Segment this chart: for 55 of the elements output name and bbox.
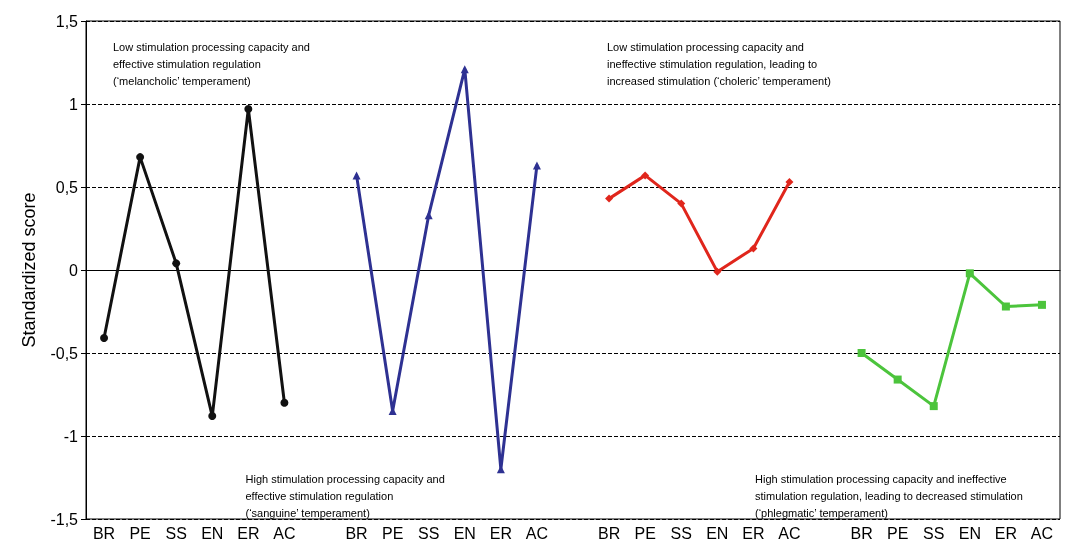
point [713, 267, 722, 276]
x-tick-label: EN [201, 524, 224, 542]
y-tick-label: 0 [69, 261, 79, 279]
x-tick-label: ER [742, 524, 765, 542]
x-tick-label: AC [273, 524, 296, 542]
x-tick-label: ER [237, 524, 260, 542]
y-tick-label: 0,5 [55, 178, 79, 196]
point [785, 178, 794, 187]
point [1037, 300, 1046, 309]
x-tick-label: EN [706, 524, 729, 542]
y-tick-label: -0,5 [50, 344, 79, 362]
x-tick-label: PE [381, 524, 404, 542]
point [605, 194, 614, 203]
point [280, 398, 289, 407]
y-tick-label: 1,5 [55, 12, 79, 30]
x-tick-label: EN [453, 524, 476, 542]
point [893, 375, 902, 384]
x-tick-label: SS [670, 524, 692, 542]
y-tick-label: 1 [69, 95, 79, 113]
point [1001, 302, 1010, 311]
point [749, 244, 758, 253]
annotation: Low stimulation processing capacity and effective stimulation regulation (‘melancholic’ temperament) [113, 40, 313, 87]
point [208, 412, 217, 421]
x-tick-label: PE [634, 524, 656, 542]
x-tick-label: SS [923, 524, 945, 542]
y-tick-label: -1 [63, 427, 79, 445]
x-tick-label: AC [778, 524, 801, 542]
x-tick-label: EN [958, 524, 981, 542]
point [641, 171, 650, 180]
point [965, 269, 974, 278]
x-tick-label: PE [886, 524, 909, 542]
annotation: High stimulation processing capacity and effective stimulation regulation (‘sanguine’ temperament) [245, 472, 448, 519]
x-tick-label: SS [165, 524, 187, 542]
point [677, 199, 686, 208]
x-tick-label: BR [850, 524, 873, 542]
annotation: High stimulation processing capacity and ineffective stimulation regulation, leading to decreased stimulation (‘phlegmatic’ temperament) [755, 472, 1026, 519]
point [929, 402, 938, 411]
x-tick-label: SS [418, 524, 440, 542]
point [352, 171, 361, 180]
point [244, 104, 253, 113]
x-tick-label: AC [525, 524, 549, 542]
x-tick-label: AC [1030, 524, 1054, 542]
point [136, 153, 145, 162]
x-tick-label: ER [489, 524, 512, 542]
x-tick-label: BR [92, 524, 116, 542]
point [172, 259, 181, 268]
y-axis-title: Standardized score [19, 192, 39, 348]
point [857, 349, 866, 357]
x-tick-label: PE [129, 524, 151, 542]
x-tick-label: ER [994, 524, 1018, 542]
y-tick-label: -1,5 [50, 510, 79, 528]
annotation: Low stimulation processing capacity and ineffective stimulation regulation, leading to increased stimulation (‘choleric’ temperament) [607, 40, 831, 87]
point [100, 334, 109, 343]
x-tick-label: BR [345, 524, 368, 542]
x-tick-label: BR [597, 524, 621, 542]
